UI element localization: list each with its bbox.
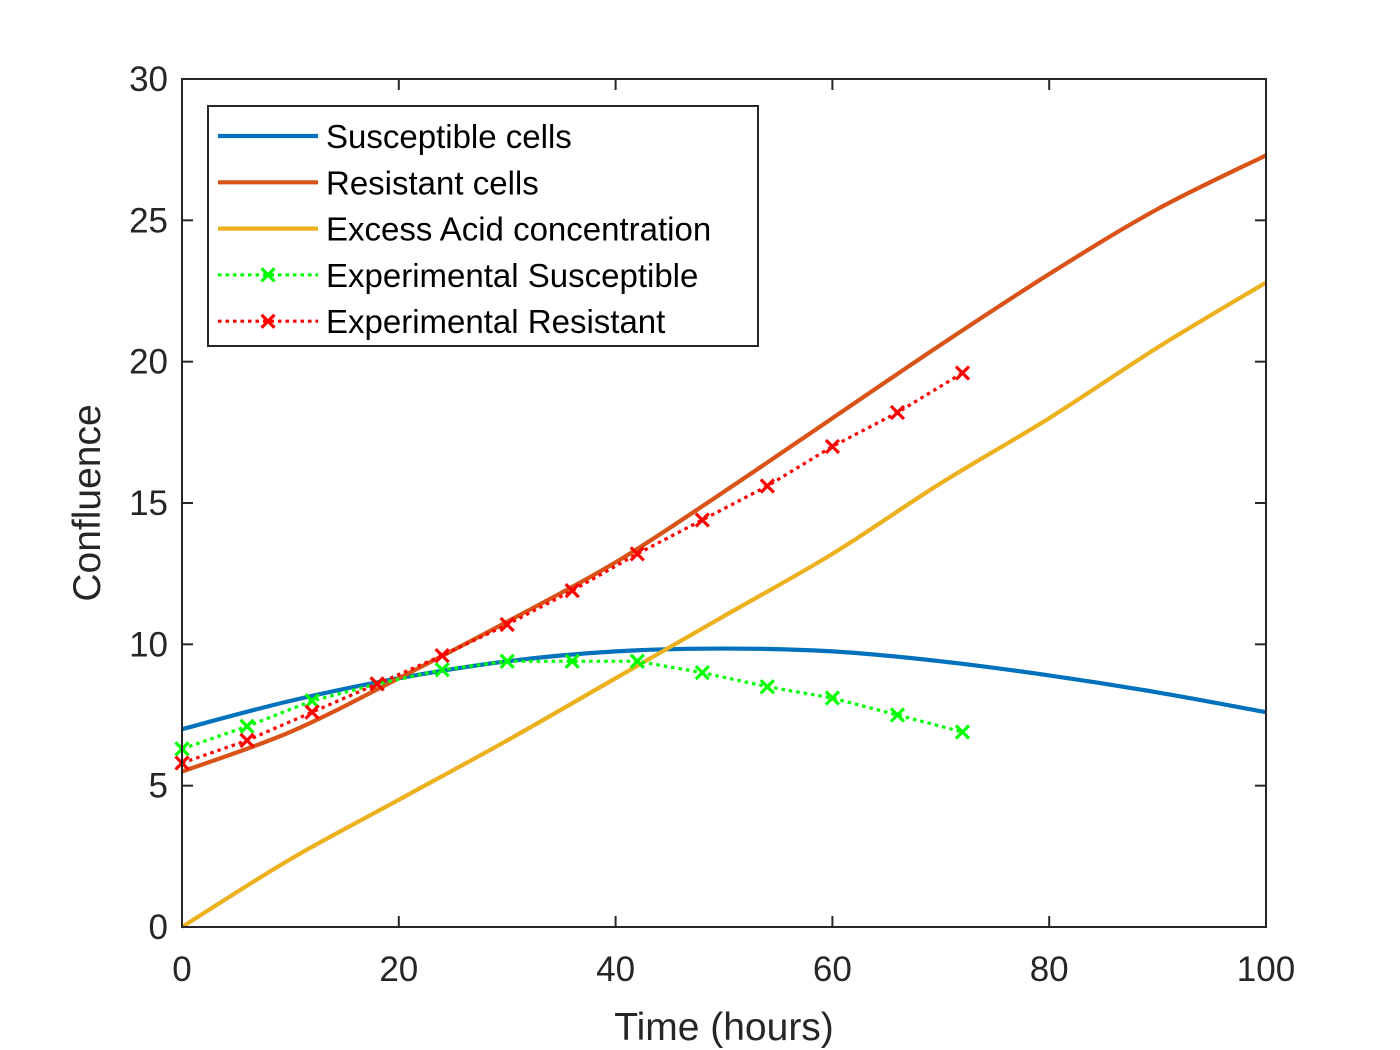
data-point [629,653,645,669]
data-point [239,732,255,749]
data-point [304,704,320,720]
data-point [824,438,841,455]
data-point [564,582,580,599]
data-point [694,664,710,681]
data-point [694,512,710,528]
data-point [889,404,906,421]
data-point [564,653,580,669]
legend-marker [260,267,276,283]
series-resistant-cells [181,153,1267,774]
x-tick-label: 40 [596,950,635,989]
series-line-excess-acid-concentration [180,280,1268,929]
data-point [824,690,841,706]
series-experimental-susceptible [174,653,971,757]
legend-label: Susceptible cells [326,118,572,155]
series-susceptible-cells [181,646,1267,732]
y-tick-label: 20 [129,343,168,382]
x-tick-label: 100 [1237,950,1295,989]
x-tick-label: 20 [379,950,418,989]
x-tick-label: 60 [813,950,852,989]
series-line-resistant-cells [181,153,1267,774]
x-axis-label: Time (hours) [614,1006,834,1049]
y-tick-label: 10 [129,625,168,664]
legend-label: Resistant cells [326,164,539,201]
y-tick-label: 0 [149,908,168,947]
data-point [954,365,971,381]
legend-item-excess-acid-concentration: Excess Acid concentration [218,211,711,248]
y-tick-label: 25 [129,201,168,240]
tick-labels: 0 20 40 60 80 100 0 5 10 15 20 25 30 [129,60,1295,989]
data-point [499,653,515,669]
data-point [629,546,645,562]
legend-item-susceptible-cells: Susceptible cells [218,118,572,155]
data-point [369,676,385,692]
legend-label: Experimental Resistant [326,303,665,340]
data-point [759,478,775,494]
data-point [304,693,320,709]
series-experimental-resistant [174,365,971,771]
y-tick-label: 30 [129,60,168,99]
legend-label: Experimental Susceptible [326,257,698,294]
data-point [434,648,450,664]
legend-item-experimental-resistant: Experimental Resistant [218,303,665,340]
y-tick-label: 5 [149,767,168,806]
legend-box [207,105,759,347]
data-point [759,679,775,695]
y-tick-label: 15 [129,484,168,523]
data-point [954,724,971,740]
legend-label: Excess Acid concentration [326,211,711,248]
y-axis-label: Confluence [66,404,109,601]
data-point [499,616,515,633]
axes-frame [181,78,1267,928]
legend: Susceptible cells Resistant cells Excess A… [207,105,759,347]
data-point [434,662,450,678]
legend-item-resistant-cells: Resistant cells [218,164,539,201]
data-point [239,718,255,734]
series-excess-acid-concentration [180,280,1268,929]
series-line-susceptible-cells [181,646,1267,732]
data-point [889,707,906,723]
series-layer [174,153,1268,929]
x-tick-label: 80 [1030,950,1069,989]
legend-item-experimental-susceptible: Experimental Susceptible [218,257,698,294]
x-tick-label: 0 [172,950,191,989]
legend-marker [260,313,276,329]
